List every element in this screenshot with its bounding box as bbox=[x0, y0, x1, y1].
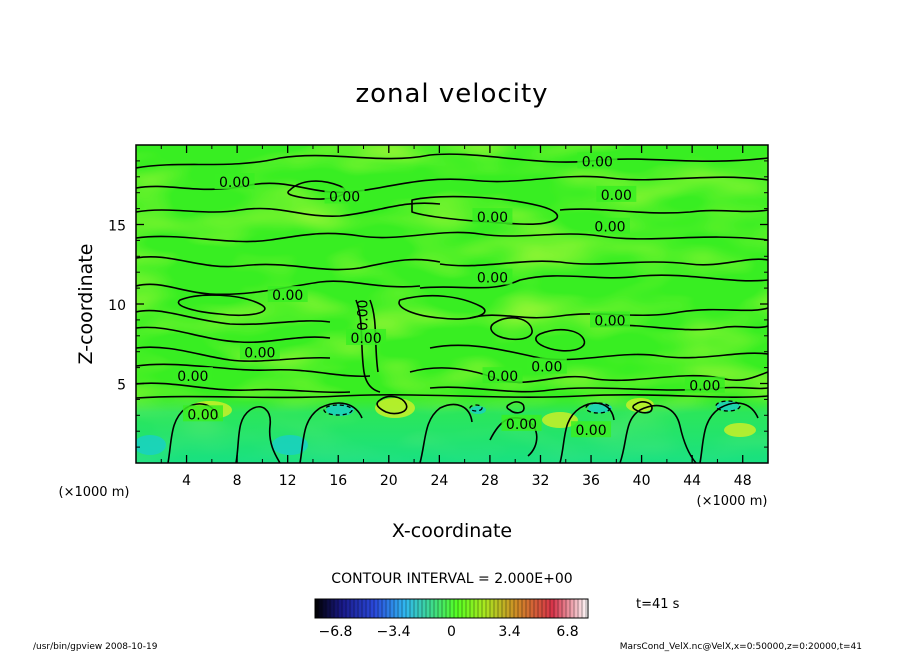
negative-patches bbox=[136, 401, 740, 455]
footer-left: /usr/bin/gpview 2008-10-19 bbox=[33, 642, 158, 652]
contour-label-bg bbox=[472, 268, 513, 285]
contour-label: 0.00 bbox=[601, 188, 632, 204]
contour-label-bg bbox=[324, 187, 365, 204]
y-tick-label: 5 bbox=[117, 378, 126, 394]
colorbar-tick-label: −3.4 bbox=[376, 624, 410, 640]
contour-label: 0.00 bbox=[329, 189, 360, 205]
colorbar-stripes bbox=[317, 599, 587, 618]
y-axis-unit: (×1000 m) bbox=[59, 485, 130, 500]
y-axis-label: Z-coordinate bbox=[75, 244, 97, 365]
colorbar-tick-label: 3.4 bbox=[498, 624, 520, 640]
contour-label-bg bbox=[590, 217, 630, 234]
colorbar-ticks: −6.8 −3.4 0 3.4 6.8 bbox=[318, 624, 578, 640]
contour-label: 0.00 bbox=[187, 407, 218, 423]
x-tick-label: 36 bbox=[582, 473, 600, 489]
contour-label: 0.00 bbox=[594, 220, 625, 236]
contour-label-bg bbox=[526, 357, 567, 374]
colorbar-tick-label: −6.8 bbox=[318, 624, 352, 640]
contour-label-bg bbox=[239, 343, 280, 360]
contour-label-bg bbox=[590, 311, 630, 328]
y-axis: 5 10 15 bbox=[108, 160, 768, 448]
contour-label: 0.00 bbox=[350, 331, 381, 347]
contour-interval: CONTOUR INTERVAL = 2.000E+00 bbox=[331, 571, 572, 587]
contour-label: 0.00 bbox=[582, 154, 613, 170]
contour-label-bg bbox=[214, 173, 255, 190]
contour-label-bg bbox=[596, 185, 637, 202]
time-label: t=41 s bbox=[636, 597, 680, 612]
colorbar: −6.8 −3.4 0 3.4 6.8 bbox=[314, 598, 589, 640]
contour-label-vertical: 0.00 bbox=[355, 300, 371, 331]
negative-contours bbox=[323, 400, 741, 416]
y-tick-label: 10 bbox=[108, 298, 126, 314]
colorbar-tick-label: 6.8 bbox=[556, 624, 578, 640]
contour-label-bg bbox=[577, 152, 618, 169]
x-axis-unit: (×1000 m) bbox=[697, 494, 768, 509]
contour-label-bg bbox=[172, 367, 213, 384]
contour-label: 0.00 bbox=[531, 360, 562, 376]
x-tick-label: 20 bbox=[380, 473, 398, 489]
x-tick-label: 48 bbox=[734, 473, 752, 489]
contour-label: 0.00 bbox=[272, 288, 303, 304]
x-tick-label: 4 bbox=[182, 473, 191, 489]
x-tick-label: 32 bbox=[532, 473, 550, 489]
contour-label: 0.00 bbox=[177, 369, 208, 385]
x-tick-label: 44 bbox=[683, 473, 701, 489]
x-axis: 4 8 12 16 20 24 28 32 36 40 44 48 bbox=[160, 145, 752, 489]
contour-label-bg bbox=[501, 414, 542, 431]
footer-right: MarsCond_VelX.nc@VelX,x=0:50000,z=0:2000… bbox=[620, 642, 862, 652]
contour-label: 0.00 bbox=[506, 417, 537, 433]
colorbar-gradient bbox=[315, 599, 588, 618]
contour-label-bg bbox=[482, 367, 523, 384]
y-tick-label: 15 bbox=[108, 219, 126, 235]
x-tick-label: 8 bbox=[233, 473, 242, 489]
contour-label: 0.00 bbox=[477, 210, 508, 226]
x-tick-label: 24 bbox=[430, 473, 448, 489]
x-axis-label: X-coordinate bbox=[392, 520, 512, 542]
contour-label-bg bbox=[182, 405, 223, 422]
contour-lines bbox=[136, 153, 768, 463]
contour-label-bg bbox=[571, 421, 612, 438]
colorbar-tick-label: 0 bbox=[447, 624, 456, 640]
x-tick-label: 16 bbox=[329, 473, 347, 489]
contour-labels: 0.000.000.000.000.000.000.000.000.000.00… bbox=[172, 152, 725, 439]
contour-label-bg bbox=[472, 208, 513, 225]
x-tick-label: 28 bbox=[481, 473, 499, 489]
contour-label: 0.00 bbox=[487, 369, 518, 385]
x-tick-label: 12 bbox=[279, 473, 297, 489]
chart-title: zonal velocity bbox=[355, 79, 548, 109]
colorbar-frame bbox=[314, 598, 589, 619]
contour-label: 0.00 bbox=[689, 379, 720, 395]
contour-label: 0.00 bbox=[244, 345, 275, 361]
contour-label: 0.00 bbox=[575, 423, 606, 439]
contour-label: 0.00 bbox=[477, 271, 508, 287]
contour-label: 0.00 bbox=[219, 175, 250, 191]
contour-label-bg bbox=[684, 376, 725, 393]
contour-label: 0.00 bbox=[594, 313, 625, 329]
plot-area: 0.000.000.000.000.000.000.000.000.000.00… bbox=[136, 145, 768, 463]
contour-label-bg bbox=[346, 328, 387, 345]
contour-label-bg bbox=[267, 286, 308, 303]
x-tick-label: 40 bbox=[633, 473, 651, 489]
